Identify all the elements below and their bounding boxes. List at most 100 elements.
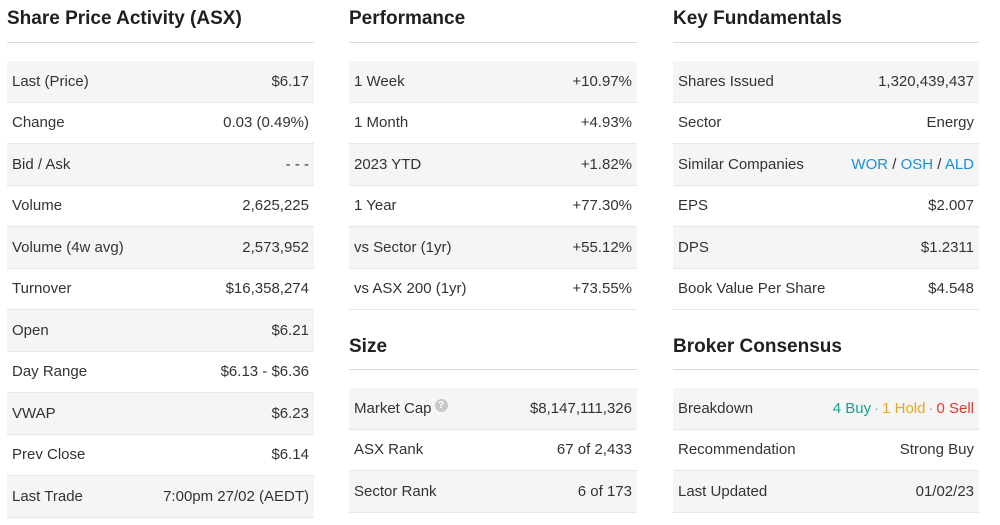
company-link-osh[interactable]: OSH: [900, 155, 934, 173]
table-row: EPS $2.007: [673, 186, 979, 227]
last-updated-link[interactable]: 01/02/23: [915, 482, 974, 500]
row-value: +1.82%: [580, 155, 632, 173]
row-label: Volume: [12, 197, 63, 215]
table-row: Similar Companies WOR / OSH / ALD: [673, 144, 979, 186]
broker-title: Broker Consensus: [673, 328, 979, 370]
row-value: $4.548: [928, 280, 974, 298]
fundamentals-panel: Key Fundamentals Shares Issued 1,320,439…: [673, 0, 979, 513]
dot-separator: ·: [874, 399, 880, 417]
row-value: Energy: [926, 114, 974, 132]
row-value: 2,573,952: [242, 238, 309, 256]
share-price-table: Last (Price) $6.17 Change 0.03 (0.49%) B…: [7, 61, 314, 518]
share-price-panel: Share Price Activity (ASX) Last (Price) …: [7, 0, 314, 518]
row-label: Recommendation: [678, 441, 796, 459]
row-value: - - -: [285, 155, 309, 173]
row-value: 7:00pm 27/02 (AEDT): [163, 487, 309, 505]
table-row: Sector Energy: [673, 103, 979, 144]
table-row: 1 Month +4.93%: [349, 103, 637, 144]
row-value: +73.55%: [572, 280, 632, 298]
table-row: Bid / Ask - - -: [7, 144, 314, 186]
table-row: DPS $1.2311: [673, 227, 979, 269]
company-link-wor[interactable]: WOR: [851, 155, 889, 173]
table-row: 1 Week +10.97%: [349, 61, 637, 103]
table-row: Sector Rank 6 of 173: [349, 471, 637, 513]
table-row: Last (Price) $6.17: [7, 61, 314, 103]
table-row: Last Trade 7:00pm 27/02 (AEDT): [7, 476, 314, 518]
table-row: Breakdown 4 Buy · 1 Hold · 0 Sell: [673, 388, 979, 430]
row-label: 1 Year: [354, 197, 397, 215]
table-row: Day Range $6.13 - $6.36: [7, 352, 314, 393]
row-label: Book Value Per Share: [678, 280, 826, 298]
row-label: Prev Close: [12, 446, 86, 464]
row-value: $6.23: [271, 404, 309, 422]
row-label: Change: [12, 114, 65, 132]
table-row: Volume (4w avg) 2,573,952: [7, 227, 314, 269]
recommendation-value: Strong Buy: [899, 441, 974, 459]
row-label: Sector Rank: [354, 482, 437, 500]
table-row: Turnover $16,358,274: [7, 269, 314, 310]
row-label: Shares Issued: [678, 72, 774, 90]
row-value: $16,358,274: [225, 280, 309, 298]
row-label: Bid / Ask: [12, 155, 71, 173]
help-icon[interactable]: ?: [434, 399, 448, 413]
row-label: Last Trade: [12, 487, 83, 505]
row-value: $6.14: [271, 446, 309, 464]
table-row: Last Updated 01/02/23: [673, 471, 979, 513]
performance-table: 1 Week +10.97% 1 Month +4.93% 2023 YTD +…: [349, 61, 637, 310]
sell-count: 0 Sell: [936, 399, 974, 417]
row-value: +4.93%: [580, 114, 632, 132]
table-row: 1 Year +77.30%: [349, 186, 637, 227]
row-label: vs Sector (1yr): [354, 238, 452, 256]
row-value: +10.97%: [572, 72, 632, 90]
table-row: vs ASX 200 (1yr) +73.55%: [349, 269, 637, 310]
company-link-ald[interactable]: ALD: [944, 155, 974, 173]
table-row: Change 0.03 (0.49%): [7, 103, 314, 144]
row-value: +55.12%: [572, 238, 632, 256]
performance-title: Performance: [349, 0, 637, 43]
row-value: 1,320,439,437: [878, 72, 974, 90]
row-label: Breakdown: [678, 399, 754, 417]
table-row: VWAP $6.23: [7, 393, 314, 435]
row-label: Sector: [678, 114, 722, 132]
table-row: Open $6.21: [7, 310, 314, 352]
row-value: +77.30%: [572, 197, 632, 215]
size-table: Market Cap? $8,147,111,326 ASX Rank 67 o…: [349, 388, 637, 513]
row-label: vs ASX 200 (1yr): [354, 280, 467, 298]
row-label: Market Cap?: [354, 399, 448, 417]
broker-table: Breakdown 4 Buy · 1 Hold · 0 Sell Recommenda…: [673, 388, 979, 513]
row-label: Day Range: [12, 363, 88, 381]
row-value: 6 of 173: [577, 482, 632, 500]
row-value: 67 of 2,433: [556, 441, 632, 459]
row-label: 1 Month: [354, 114, 409, 132]
row-value: $8,147,111,326: [529, 399, 632, 417]
table-row: ASX Rank 67 of 2,433: [349, 430, 637, 471]
row-label: ASX Rank: [354, 441, 424, 459]
table-row: 2023 YTD +1.82%: [349, 144, 637, 186]
table-row: vs Sector (1yr) +55.12%: [349, 227, 637, 269]
row-label: Open: [12, 321, 49, 339]
similar-companies-links: WOR / OSH / ALD: [851, 156, 974, 173]
performance-panel: Performance 1 Week +10.97% 1 Month +4.93…: [349, 0, 637, 513]
buy-count: 4 Buy: [832, 399, 872, 417]
separator: /: [892, 155, 897, 173]
row-label: 2023 YTD: [354, 155, 422, 173]
market-cap-label: Market Cap: [354, 400, 432, 418]
table-row: Market Cap? $8,147,111,326: [349, 388, 637, 430]
table-row: Book Value Per Share $4.548: [673, 269, 979, 310]
row-label: Volume (4w avg): [12, 238, 124, 256]
row-label: EPS: [678, 197, 709, 215]
row-value: $6.13 - $6.36: [220, 363, 309, 381]
separator: /: [937, 155, 942, 173]
row-label: Turnover: [12, 280, 72, 298]
row-label: Last Updated: [678, 482, 768, 500]
table-row: Shares Issued 1,320,439,437: [673, 61, 979, 103]
row-label: Similar Companies: [678, 155, 804, 173]
table-row: Prev Close $6.14: [7, 435, 314, 476]
row-label: Last (Price): [12, 72, 89, 90]
fundamentals-table: Shares Issued 1,320,439,437 Sector Energ…: [673, 61, 979, 310]
row-value: $6.21: [271, 321, 309, 339]
dot-separator: ·: [928, 399, 934, 417]
share-price-title: Share Price Activity (ASX): [7, 0, 314, 43]
row-value: 2,625,225: [242, 197, 309, 215]
fundamentals-title: Key Fundamentals: [673, 0, 979, 43]
